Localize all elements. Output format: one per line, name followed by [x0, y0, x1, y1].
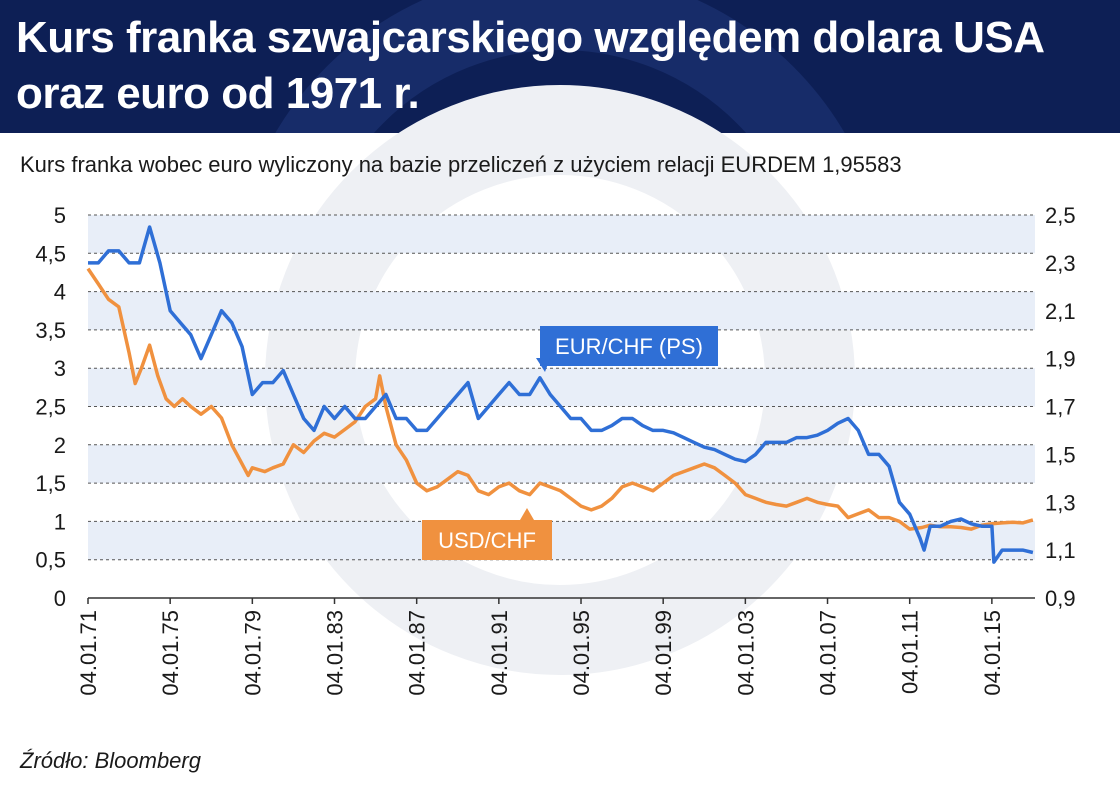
- x-tick-label: 04.01.71: [76, 610, 101, 696]
- callout-eur-chf-pointer: [536, 358, 550, 372]
- x-tick-label: 04.01.87: [405, 610, 430, 696]
- callout-usd-chf-box: [422, 520, 552, 560]
- y-right-tick-label: 1,5: [1045, 442, 1076, 467]
- y-left-tick-label: 0,5: [35, 548, 66, 573]
- x-tick-label: 04.01.83: [323, 610, 348, 696]
- x-tick-label: 04.01.07: [816, 610, 841, 696]
- chart-title-line1: Kurs franka szwajcarskiego względem dola…: [16, 13, 1045, 62]
- grid-band: [88, 291, 1035, 330]
- header-watermark: [275, 0, 845, 133]
- x-tick-label: 04.01.99: [651, 610, 676, 696]
- y-left-tick-label: 3,5: [35, 318, 66, 343]
- grid-band: [88, 444, 1035, 484]
- y-left-tick-label: 2,5: [35, 395, 66, 420]
- callout-eur-chf: EUR/CHF (PS): [536, 326, 718, 372]
- series-line-usd-chf: [86, 267, 1034, 531]
- y-left-tick-label: 3: [54, 356, 66, 381]
- x-tick-label: 04.01.03: [733, 610, 758, 696]
- grid-band: [88, 368, 1035, 407]
- x-tick-label: 04.01.75: [158, 610, 183, 696]
- y-right-tick-label: 1,1: [1045, 538, 1076, 563]
- y-right-tick-label: 2,3: [1045, 251, 1076, 276]
- grid-band: [88, 521, 1035, 560]
- y-left-tick-label: 1: [54, 509, 66, 534]
- callout-eur-chf-box: [540, 326, 718, 366]
- grid-band: [88, 215, 1035, 254]
- y-left-tick-label: 2: [54, 433, 66, 458]
- y-right-tick-label: 2,5: [1045, 203, 1076, 228]
- chart-subtitle: Kurs franka wobec euro wyliczony na bazi…: [20, 152, 902, 177]
- chart-title-line2: oraz euro od 1971 r.: [16, 69, 420, 118]
- y-left-tick-label: 0: [54, 586, 66, 611]
- x-tick-label: 04.01.79: [240, 610, 265, 696]
- x-tick-label: 04.01.15: [980, 610, 1005, 696]
- y-left-tick-label: 5: [54, 203, 66, 228]
- y-left-tick-label: 4: [54, 280, 66, 305]
- callout-usd-chf-pointer: [520, 508, 534, 520]
- y-right-tick-label: 1,7: [1045, 395, 1076, 420]
- source-note: Źródło: Bloomberg: [20, 748, 201, 773]
- chart-title: Kurs franka szwajcarskiego względem dola…: [16, 10, 1096, 122]
- x-tick-label: 04.01.91: [487, 610, 512, 696]
- callout-usd-chf: USD/CHF: [422, 508, 552, 560]
- y-right-tick-label: 2,1: [1045, 299, 1076, 324]
- y-right-tick-label: 1,3: [1045, 490, 1076, 515]
- y-left-tick-label: 4,5: [35, 241, 66, 266]
- callout-usd-chf-label: USD/CHF: [438, 528, 536, 553]
- y-right-tick-label: 1,9: [1045, 347, 1076, 372]
- series-line-eur-chf: [88, 225, 1034, 564]
- x-tick-label: 04.01.95: [569, 610, 594, 696]
- y-right-tick-label: 0,9: [1045, 586, 1076, 611]
- x-tick-label: 04.01.11: [898, 610, 923, 694]
- callout-eur-chf-label: EUR/CHF (PS): [555, 334, 703, 359]
- y-left-tick-label: 1,5: [35, 471, 66, 496]
